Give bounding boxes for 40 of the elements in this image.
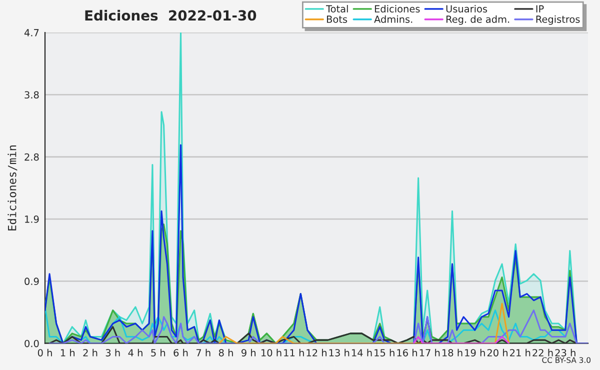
legend-label: Bots [326,16,348,23]
y-tick-label: 1.9 [25,216,39,223]
x-tick-label: 18 h [442,348,462,356]
x-tick-label: 7 h [196,348,210,356]
x-tick-label: 9 h [242,348,256,356]
legend-label: Ediciones [374,4,420,13]
y-tick-label: 3.8 [24,91,39,99]
x-tick-label: 1 h [60,348,75,356]
x-tick-label: 10 h [262,348,282,356]
legend-label: IP [536,5,544,12]
y-tick-label: 0.0 [24,340,39,348]
x-tick-label: 19 h [465,348,485,356]
x-tick-label: 21 h [510,348,530,356]
legend-label: Total [326,4,348,13]
legend-label: Registros [536,15,580,25]
x-tick-label: 6 h [174,348,188,356]
x-tick-label: 16 h [397,348,417,356]
legend-label: Reg. de adm. [446,15,510,25]
x-tick-label: 14 h [352,348,372,356]
y-tick-label: 0.9 [24,278,39,286]
chart-title: Ediciones 2022-01-30 [85,10,256,21]
x-tick-label: 0 h [38,348,52,356]
y-tick-label: 4.7 [24,29,39,36]
x-tick-label: 8 h [218,348,233,356]
legend-label: Usuarios [446,4,488,13]
x-tick-label: 23 h [555,348,576,356]
x-tick-label: 22 h [532,348,553,356]
x-tick-label: 3 h [106,348,120,356]
x-tick-label: 2 h [83,348,98,356]
x-tick-label: 13 h [329,348,350,356]
y-tick-label: 2.8 [24,153,39,161]
x-tick-label: 4 h [128,348,142,356]
x-tick-label: 15 h [374,348,394,356]
x-tick-label: 5 h [151,348,166,356]
legend-label: Admins. [374,15,412,23]
x-tick-label: 20 h [487,348,508,356]
x-tick-label: 17 h [420,348,440,356]
x-tick-label: 12 h [306,348,326,356]
x-tick-label: 11 h [284,348,304,356]
y-axis-title: Ediciones/min [8,145,18,230]
